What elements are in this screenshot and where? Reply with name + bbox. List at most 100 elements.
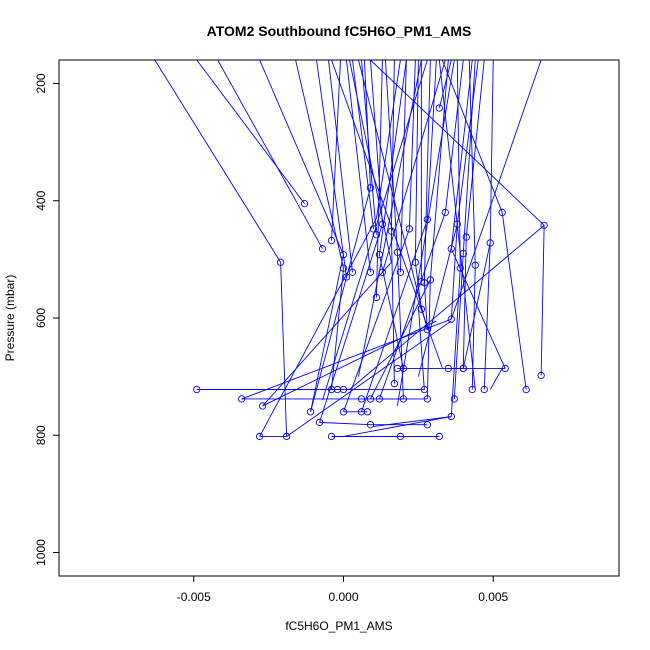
data-point xyxy=(447,412,455,421)
data-point xyxy=(480,385,488,394)
data-point xyxy=(378,220,387,228)
series-line-segment xyxy=(438,60,452,109)
data-point xyxy=(339,408,348,416)
data-point xyxy=(238,395,246,403)
series-line-segment xyxy=(450,268,461,417)
data-point xyxy=(459,249,467,258)
y-tick-label: 200 xyxy=(34,73,48,93)
data-point xyxy=(423,395,431,403)
x-axis-ticks: -0.005 0.000 0.005 xyxy=(177,576,509,604)
series-line-segment xyxy=(483,242,491,390)
series-line-segment xyxy=(349,60,392,263)
data-point xyxy=(450,395,458,403)
data-point xyxy=(282,432,291,441)
series-line-segment xyxy=(441,60,503,213)
series-line-segment xyxy=(390,60,395,232)
series-line-segment xyxy=(462,237,467,369)
data-point xyxy=(372,231,381,239)
series-line-segment xyxy=(319,224,383,423)
data-point xyxy=(357,395,366,403)
y-tick-label: 600 xyxy=(34,308,48,328)
series-line-segment xyxy=(450,60,473,249)
data-point xyxy=(366,268,375,276)
series-line-segment xyxy=(358,60,428,330)
series-line-segment xyxy=(465,60,485,238)
data-point xyxy=(396,432,405,441)
series-line-segment xyxy=(417,224,458,377)
series-line-segment xyxy=(319,421,371,426)
data-point xyxy=(318,245,327,253)
series-line-segment xyxy=(295,60,344,269)
data-point xyxy=(366,395,375,403)
data-point xyxy=(540,221,548,230)
data-point xyxy=(342,273,351,281)
data-point xyxy=(387,227,396,235)
data-point xyxy=(522,385,530,394)
x-tick-label: -0.005 xyxy=(177,590,211,604)
series-line-segment xyxy=(316,60,347,278)
data-point xyxy=(456,264,464,272)
data-point xyxy=(423,215,431,224)
series-line-segment xyxy=(468,60,476,266)
series-line-segment xyxy=(414,60,419,263)
series-line-segment xyxy=(384,60,398,253)
data-point xyxy=(399,364,408,373)
data-points xyxy=(193,104,548,441)
data-point xyxy=(441,208,449,217)
series-line-segment xyxy=(259,60,344,255)
series-line-segment xyxy=(423,60,431,283)
data-point xyxy=(333,385,342,394)
series-line-segment xyxy=(423,282,428,330)
data-point xyxy=(339,264,348,272)
data-point xyxy=(459,364,467,373)
data-point xyxy=(444,364,452,373)
y-tick-label: 800 xyxy=(34,425,48,445)
y-axis-ticks: 200 400 600 800 1000 xyxy=(34,73,59,566)
series-line-segment xyxy=(379,212,446,400)
series-line-segment xyxy=(399,60,407,273)
series-line-segment xyxy=(444,60,464,213)
data-point xyxy=(435,432,443,441)
series-line-segment xyxy=(408,60,416,229)
x-tick-label: 0.005 xyxy=(478,590,508,604)
x-axis-label: fC5H6O_PM1_AMS xyxy=(285,619,392,633)
series-line-segment xyxy=(280,262,288,437)
series-line-segment xyxy=(453,253,464,399)
data-point xyxy=(417,277,426,286)
series-line-segment xyxy=(426,279,431,399)
y-tick-label: 1000 xyxy=(34,539,48,566)
series-line-segment xyxy=(426,60,437,220)
series-line-segment xyxy=(540,225,545,376)
data-point xyxy=(462,233,470,241)
data-point xyxy=(255,432,264,441)
series-line-segment xyxy=(390,231,395,384)
data-point xyxy=(276,258,285,266)
series-line-segment xyxy=(343,416,452,437)
data-point xyxy=(423,421,431,429)
data-point xyxy=(453,220,461,228)
data-point xyxy=(435,104,443,112)
data-point xyxy=(193,385,201,394)
data-point xyxy=(396,268,405,276)
data-point xyxy=(417,305,426,313)
data-point xyxy=(363,408,372,416)
series-line-segment xyxy=(154,60,281,263)
data-point xyxy=(378,268,387,276)
series-line-segment xyxy=(217,60,323,250)
series-line-segment xyxy=(331,60,341,241)
series-line-segment xyxy=(259,218,377,437)
data-point xyxy=(486,239,494,247)
series-line-segment xyxy=(331,268,344,390)
series-line-segment xyxy=(381,60,446,273)
data-point xyxy=(447,245,455,253)
data-point xyxy=(366,184,375,192)
data-point xyxy=(390,380,399,388)
data-point xyxy=(411,258,420,266)
series-line-segment xyxy=(462,60,476,254)
data-point xyxy=(501,364,509,373)
series-line-segment xyxy=(489,368,503,390)
data-point xyxy=(315,418,324,427)
series-line-segment xyxy=(375,60,401,219)
data-point xyxy=(348,268,357,276)
series-line-segment xyxy=(429,60,449,280)
